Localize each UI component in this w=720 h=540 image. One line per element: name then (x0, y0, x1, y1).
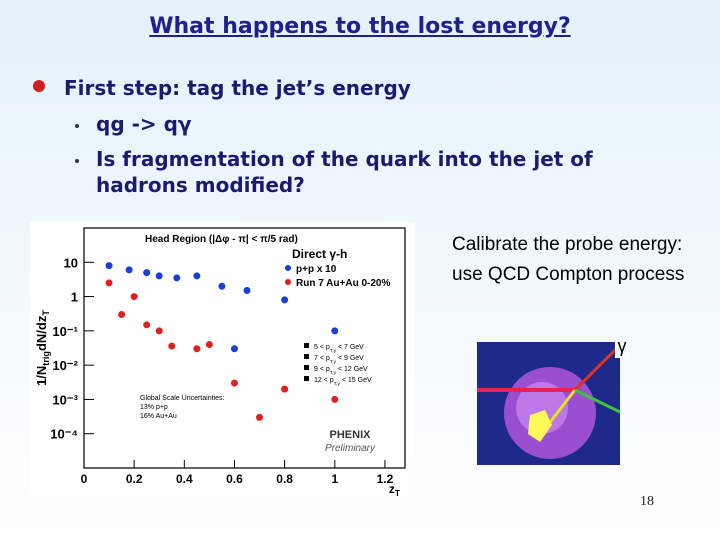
x-tick-label: 0.8 (276, 472, 293, 486)
y-axis-label-part: trig (41, 351, 51, 366)
diagram-label: γ (618, 336, 627, 356)
y-axis-label-part: T (41, 310, 51, 316)
bullet: First step: tag the jet’s energy (64, 76, 411, 100)
y-axis-label-part: 1/N (34, 366, 49, 386)
bin-label-part: 12 < p (314, 377, 334, 384)
bullet-marker (75, 159, 79, 163)
x-axis-label-part: z (389, 482, 395, 496)
bin-label-part: T,γ (334, 381, 341, 387)
bin-label: 7 < pT,γ < 9 GeV (314, 355, 364, 365)
slide-title: What happens to the lost energy? (149, 14, 571, 39)
data-point (173, 274, 181, 282)
bin-label-part: T,γ (330, 370, 337, 376)
x-tick-label: 0.2 (126, 472, 143, 486)
data-point (230, 379, 238, 387)
photon-line (573, 348, 617, 392)
logo-sub: Preliminary (325, 443, 376, 454)
bin-label-part: < 7 GeV (336, 344, 364, 351)
data-point (218, 282, 226, 290)
x-axis-label-part: T (395, 488, 401, 498)
bin-marker (304, 343, 309, 348)
x-tick-label: 0.6 (226, 472, 243, 486)
bullet-marker (75, 124, 79, 128)
bin-label-part: < 9 GeV (336, 355, 364, 362)
data-point (143, 269, 151, 277)
data-point (168, 342, 176, 350)
bin-label-part: T,γ (330, 359, 337, 365)
plot-background (30, 222, 415, 497)
legend-title: Direct γ-h (292, 247, 347, 261)
track (574, 388, 621, 414)
logo: PHENIX (330, 429, 372, 441)
bin-marker (304, 376, 309, 381)
label-bg (615, 338, 629, 358)
data-point (230, 345, 238, 353)
data-point (331, 327, 339, 335)
legend-label: Run 7 Au+Au 0-20% (296, 278, 390, 289)
data-point (193, 272, 201, 280)
data-point (105, 279, 113, 287)
bin-label-part: 7 < p (314, 355, 330, 362)
data-point (125, 266, 133, 274)
legend-marker (285, 265, 291, 271)
data-point (155, 327, 163, 335)
x-axis-label: zT (389, 482, 401, 498)
y-axis-label-part: dN/dz (34, 315, 49, 351)
y-tick-label: 10 (64, 255, 78, 270)
bin-label-part: T,γ (330, 348, 337, 354)
bin-label-part: < 15 GeV (340, 377, 372, 384)
callout: Calibrate the probe energy: use QCD Comp… (452, 234, 685, 285)
data-point (143, 321, 151, 329)
y-tick-label: 1 (71, 290, 78, 305)
data-point (281, 296, 289, 304)
bullet: Is fragmentation of the quark into the j… (96, 147, 593, 197)
bin-label: 12 < pT,γ < 15 GeV (314, 377, 372, 387)
plot-header: Head Region (|Δφ - π| < π/5 rad) (145, 234, 298, 245)
diagram: γ (477, 336, 629, 465)
page-number: 18 (640, 494, 654, 509)
plot-frame (83, 227, 406, 469)
data-point (243, 287, 251, 295)
y-tick-label: 10⁻⁴ (50, 427, 78, 442)
bullet: qg -> qγ (96, 112, 192, 136)
data-point (205, 341, 213, 349)
bin-label: 5 < pT,γ < 7 GeV (314, 344, 364, 354)
note: 13% p+p (140, 404, 168, 411)
x-tick-label: 0 (81, 472, 88, 486)
jet-line (546, 389, 577, 426)
y-tick-label: 10⁻³ (52, 392, 78, 407)
bin-marker (304, 365, 309, 370)
jet (528, 410, 552, 442)
bin-label: 9 < pT,γ < 12 GeV (314, 366, 368, 376)
bin-marker (304, 354, 309, 359)
legend-label: p+p x 10 (296, 264, 337, 275)
note: Global Scale Uncertainties: (140, 395, 224, 402)
data-point (281, 385, 289, 393)
bin-label-part: 5 < p (314, 344, 330, 351)
data-point (105, 262, 113, 270)
legend-marker (285, 279, 291, 285)
y-tick-label: 10⁻¹ (52, 324, 78, 339)
y-axis-label: 1/NtrigdN/dzT (34, 310, 51, 386)
x-tick-label: 1.2 (377, 472, 394, 486)
x-tick-label: 0.4 (176, 472, 193, 486)
bin-label-part: < 12 GeV (336, 366, 368, 373)
data-point (256, 413, 264, 421)
data-point (193, 345, 201, 353)
data-point (331, 395, 339, 403)
bin-label-part: 9 < p (314, 366, 330, 373)
data-point (118, 310, 126, 318)
data-point (130, 293, 138, 301)
nucleus-core (516, 382, 568, 434)
data-point (155, 272, 163, 280)
x-tick-label: 1 (331, 472, 338, 486)
bullet-marker (33, 80, 45, 92)
y-tick-label: 10⁻² (52, 358, 78, 373)
note: 16% Au+Au (140, 413, 177, 420)
